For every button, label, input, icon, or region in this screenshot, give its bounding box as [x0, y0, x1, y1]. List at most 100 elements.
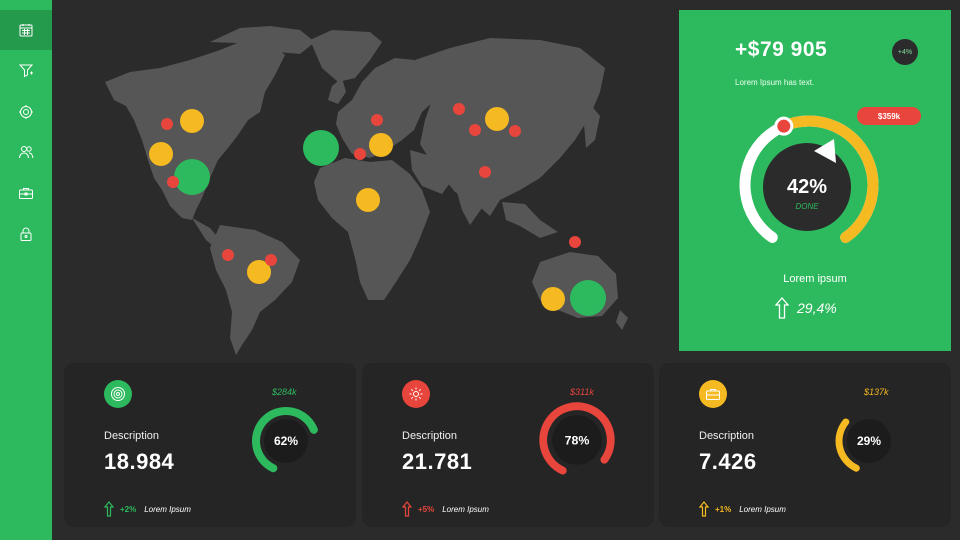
donut-percent: 62% — [274, 434, 298, 448]
marker-green[interactable] — [303, 130, 339, 166]
donut-arc — [835, 418, 860, 472]
target-icon — [111, 387, 125, 401]
card-footer: +5% Lorem Ipsum — [402, 501, 489, 517]
gauge-knob[interactable] — [774, 116, 794, 136]
arrow-up-icon — [402, 501, 412, 517]
card-description: Description — [104, 430, 160, 442]
sidebar-item-lock[interactable] — [0, 214, 52, 254]
funnel-icon — [18, 64, 34, 78]
map-markers — [149, 103, 606, 316]
lock-icon — [20, 227, 32, 241]
marker-red[interactable] — [453, 103, 465, 115]
arrow-up-icon — [775, 297, 789, 319]
arrow-up-icon — [104, 501, 114, 517]
progress-gauge: 42% DONE — [739, 115, 879, 243]
card-amount: $311k — [570, 387, 594, 397]
card-change-label: Lorem Ipsum — [442, 504, 489, 514]
map-continents — [105, 26, 628, 355]
marker-yellow[interactable] — [485, 107, 509, 131]
donut-center — [552, 415, 602, 465]
card-description: Description — [699, 430, 755, 442]
card-value: 18.984 — [104, 449, 175, 474]
gauge-pointer-icon — [814, 139, 836, 163]
kpi-card: Description 21.781 $311k 78% +5% Lorem I… — [362, 363, 654, 527]
kpi-card: Description 18.984 $284k 62% +2% Lorem I… — [64, 363, 356, 527]
marker-red[interactable] — [167, 176, 179, 188]
card-footer: +1% Lorem Ipsum — [699, 501, 786, 517]
users-icon — [19, 146, 34, 159]
card-icon — [104, 380, 132, 408]
marker-red[interactable] — [161, 118, 173, 130]
marker-red[interactable] — [469, 124, 481, 136]
summary-label: Lorem ipsum — [783, 273, 847, 285]
marker-yellow[interactable] — [180, 109, 204, 133]
marker-red[interactable] — [354, 148, 366, 160]
summary-subtitle: Lorem Ipsum has text. — [735, 78, 815, 87]
middle-east-shape — [410, 150, 452, 194]
marker-red[interactable] — [479, 166, 491, 178]
japan-shape — [584, 104, 600, 148]
summary-trend: 29,4% — [775, 297, 837, 319]
europe-shape — [336, 58, 435, 158]
summary-panel: +$79 905 Lorem Ipsum has text. +4% 42% D… — [679, 10, 951, 351]
card-change: +2% — [120, 504, 137, 514]
card-description: Description — [402, 430, 458, 442]
briefcase-icon — [19, 188, 33, 199]
card-change-label: Lorem Ipsum — [739, 504, 786, 514]
sidebar-item-funnel[interactable] — [0, 50, 52, 90]
marker-yellow[interactable] — [247, 260, 271, 284]
new-zealand-shape — [616, 310, 628, 330]
card-amount: $284k — [272, 387, 297, 397]
gauge-percent: 42% — [787, 176, 827, 198]
sidebar-item-briefcase[interactable] — [0, 173, 52, 213]
calendar-icon — [19, 24, 33, 37]
card-footer: +2% Lorem Ipsum — [104, 501, 191, 517]
marker-red[interactable] — [569, 236, 581, 248]
uk-shape — [328, 78, 346, 104]
marker-yellow[interactable] — [149, 142, 173, 166]
gear-icon — [409, 387, 423, 401]
summary-trend-value: 29,4% — [797, 300, 837, 316]
africa-shape — [314, 158, 430, 300]
arrow-up-icon — [699, 501, 709, 517]
briefcase-icon — [706, 389, 720, 400]
sidebar-item-users[interactable] — [0, 132, 52, 172]
donut-arc — [252, 407, 318, 473]
growth-badge: +4% — [892, 39, 918, 65]
gauge-value-pill: $359k — [857, 107, 921, 125]
kpi-card: Description 7.426 $137k 29% +1% Lorem Ip… — [659, 363, 951, 527]
sidebar-item-badge[interactable] — [0, 92, 52, 132]
card-change: +1% — [715, 504, 732, 514]
sidebar-item-calendar[interactable] — [0, 10, 52, 50]
india-shape — [455, 185, 482, 225]
marker-yellow[interactable] — [369, 133, 393, 157]
world-map — [105, 26, 628, 355]
marker-red[interactable] — [265, 254, 277, 266]
card-icon — [402, 380, 430, 408]
gauge-center — [763, 143, 851, 231]
gauge-status: DONE — [795, 202, 819, 211]
donut-percent: 78% — [565, 434, 590, 448]
card-donut: 29% — [835, 418, 891, 472]
summary-value: +$79 905 — [735, 38, 828, 61]
donut-center — [847, 419, 891, 463]
card-value: 21.781 — [402, 449, 473, 474]
sidebar — [0, 0, 52, 540]
card-change-label: Lorem Ipsum — [144, 504, 191, 514]
badge-icon — [19, 105, 33, 119]
donut-percent: 29% — [857, 434, 881, 448]
marker-red[interactable] — [509, 125, 521, 137]
gauge-progress-arc — [778, 115, 879, 243]
marker-red[interactable] — [222, 249, 234, 261]
marker-red[interactable] — [371, 114, 383, 126]
marker-yellow[interactable] — [541, 287, 565, 311]
marker-green[interactable] — [570, 280, 606, 316]
south-america-shape — [210, 225, 300, 355]
card-icon — [699, 380, 727, 408]
canada-islands-shape — [210, 26, 315, 54]
marker-yellow[interactable] — [356, 188, 380, 212]
greenland-shape — [310, 30, 382, 82]
card-donut: 78% — [539, 402, 615, 475]
card-amount: $137k — [864, 387, 889, 397]
marker-green[interactable] — [174, 159, 210, 195]
